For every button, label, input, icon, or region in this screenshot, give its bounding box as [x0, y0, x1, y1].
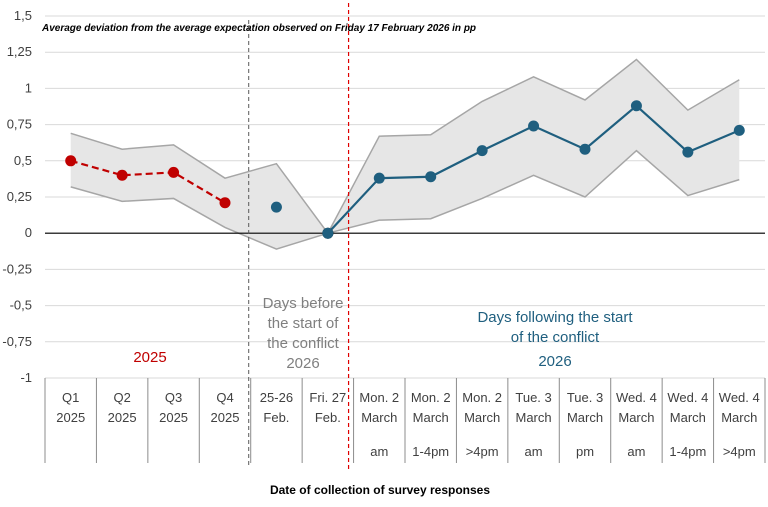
data-point	[579, 143, 591, 155]
data-point	[733, 124, 745, 136]
x-tick-label: March	[516, 410, 552, 425]
y-tick-label: -0,5	[10, 298, 32, 313]
annotation-text: 2026	[286, 355, 319, 372]
y-tick-label: 1	[25, 80, 32, 95]
confidence-band	[70, 58, 740, 250]
annotation-text: Days before	[263, 295, 344, 312]
x-tick-label: am	[627, 444, 645, 459]
x-tick-label: March	[567, 410, 603, 425]
x-tick-label: March	[721, 410, 757, 425]
data-point	[682, 146, 694, 158]
annotation-text: the start of	[268, 315, 340, 332]
x-tick-label: pm	[576, 444, 594, 459]
x-tick-label: March	[413, 410, 449, 425]
chart-title: Average deviation from the average expec…	[41, 23, 476, 34]
data-point	[630, 100, 642, 112]
annotation-text: 2026	[538, 353, 571, 370]
x-tick-label: 1-4pm	[412, 444, 449, 459]
y-tick-label: 0	[25, 225, 32, 240]
x-tick-label: >4pm	[466, 444, 499, 459]
x-tick-label: Tue. 3	[515, 390, 551, 405]
annotation-text: Days following the start	[477, 309, 633, 326]
x-tick-label: 2025	[159, 410, 188, 425]
x-tick-label: Feb.	[315, 410, 341, 425]
x-tick-label: March	[361, 410, 397, 425]
x-tick-label: am	[525, 444, 543, 459]
x-tick-label: Wed. 4	[667, 390, 708, 405]
x-tick-label: Q1	[62, 390, 79, 405]
annotations: 2025 Days before the start of the conflict 2…	[133, 295, 633, 372]
x-tick-label: Mon. 2	[411, 390, 451, 405]
band-lower-line	[70, 149, 740, 250]
axes: 1,5 1,25 1 0,75 0,5 0,25 0 -0,25 -0,5 -0,75 -1	[2, 3, 766, 472]
data-point	[168, 166, 180, 178]
y-tick-label: 0,75	[7, 117, 32, 132]
data-point	[425, 171, 437, 183]
x-tick-label: Wed. 4	[719, 390, 760, 405]
data-point	[219, 197, 231, 209]
x-tick-label: March	[464, 410, 500, 425]
x-tick-label: March	[670, 410, 706, 425]
series-line	[70, 159, 226, 204]
x-tick-label: 2025	[211, 410, 240, 425]
x-tick-label: Q4	[216, 390, 233, 405]
data-point	[116, 169, 128, 181]
x-tick-label: March	[618, 410, 654, 425]
x-tick-label: 2025	[56, 410, 85, 425]
x-tick-label: >4pm	[723, 444, 756, 459]
x-tick-label: 25-26	[260, 390, 293, 405]
x-tick-label: Tue. 3	[567, 390, 603, 405]
annotation-text: the conflict	[267, 335, 340, 352]
data-point	[65, 155, 77, 167]
series-group	[65, 100, 745, 239]
y-tick-label: -1	[20, 370, 32, 385]
x-tick-label: Q3	[165, 390, 182, 405]
band-area	[70, 59, 740, 250]
x-tick-label: 2025	[108, 410, 137, 425]
x-tick-label: am	[370, 444, 388, 459]
x-tick-label: Mon. 2	[462, 390, 502, 405]
data-point	[476, 145, 488, 157]
x-category-labels: Q1 2025 Q2 2025 Q3 2025 Q4 2025 25-26 Feb. Fri. 27…	[56, 390, 760, 459]
y-tick-label: 0,25	[7, 189, 32, 204]
x-tick-label: Wed. 4	[616, 390, 657, 405]
y-tick-label: 1,5	[14, 8, 32, 23]
y-tick-label: 0,5	[14, 153, 32, 168]
y-tick-label: 1,25	[7, 44, 32, 59]
x-tick-label: Feb.	[263, 410, 289, 425]
data-point	[528, 120, 540, 132]
x-tick-label: Mon. 2	[359, 390, 399, 405]
x-tick-label: Fri. 27	[309, 390, 346, 405]
x-axis-title: Date of collection of survey responses	[270, 483, 490, 497]
data-point	[322, 227, 334, 239]
data-point	[270, 201, 282, 213]
data-point	[373, 172, 385, 184]
y-tick-label: -0,25	[2, 261, 32, 276]
x-tick-label: Q2	[113, 390, 130, 405]
x-tick-label: 1-4pm	[669, 444, 706, 459]
annotation-text: of the conflict	[511, 329, 600, 346]
y-tick-label: -0,75	[2, 334, 32, 349]
annotation-text: 2025	[133, 349, 166, 366]
band-upper-line	[70, 58, 740, 235]
